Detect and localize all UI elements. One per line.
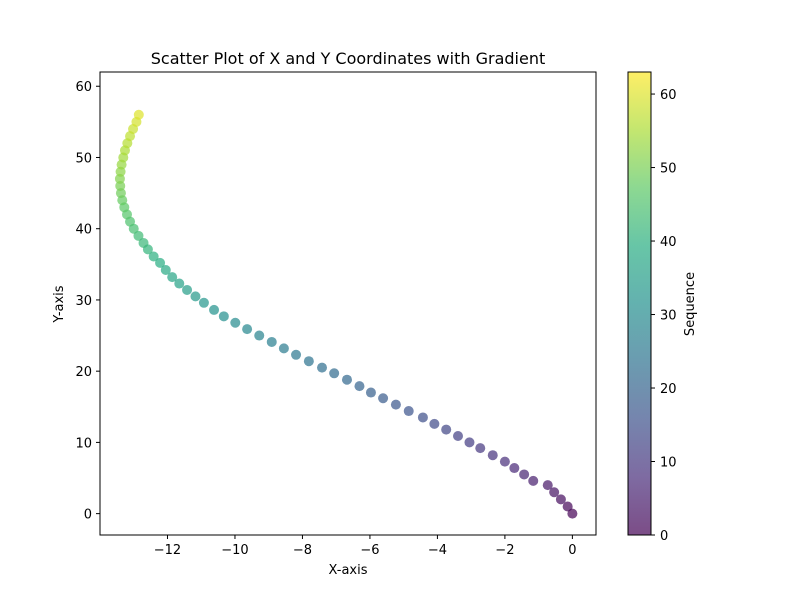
scatter-point [417, 412, 428, 423]
scatter-point [254, 330, 265, 341]
scatter-point [354, 381, 365, 392]
x-tick-label: −10 [221, 543, 248, 558]
scatter-point [403, 406, 414, 417]
scatter-point [329, 368, 340, 379]
plot-area [99, 71, 597, 536]
colorbar-frame [627, 71, 652, 536]
scatter-points [114, 109, 578, 519]
scatter-point [160, 265, 171, 276]
scatter-point [464, 437, 475, 448]
scatter-point [487, 450, 498, 461]
scatter-point [509, 463, 520, 474]
scatter-point [378, 393, 389, 404]
scatter-point [174, 278, 185, 289]
scatter-point [266, 336, 277, 347]
colorbar-tick-label: 20 [660, 382, 677, 397]
y-axis-label: Y-axis [52, 285, 67, 323]
colorbar-label: Sequence [683, 272, 698, 336]
y-tick-label: 60 [75, 80, 92, 95]
scatter-point [115, 180, 126, 191]
scatter-point [390, 399, 401, 410]
scatter-point [519, 469, 530, 480]
colorbar-tick-label: 0 [660, 529, 668, 544]
scatter-point [148, 251, 159, 262]
scatter-point [528, 475, 539, 486]
scatter-point [542, 480, 553, 491]
x-tick-label: −12 [154, 543, 181, 558]
scatter-point [562, 501, 573, 512]
colorbar-tick-label: 60 [660, 88, 677, 103]
scatter-point [138, 237, 149, 248]
x-tick-label: −6 [360, 543, 379, 558]
colorbar-tick-label: 50 [660, 162, 677, 177]
scatter-point [155, 257, 166, 268]
scatter-point [182, 284, 193, 295]
scatter-point [441, 424, 452, 435]
scatter-point [278, 343, 289, 354]
colorbar-tick-label: 30 [660, 309, 677, 324]
scatter-point [167, 272, 178, 283]
chart-title: Scatter Plot of X and Y Coordinates with… [151, 49, 545, 68]
colorbar-ticks: 0 10 20 30 40 50 60 [651, 88, 677, 544]
scatter-point [133, 109, 144, 120]
colorbar-gradient [628, 72, 651, 535]
scatter-point [555, 494, 566, 505]
y-tick-label: 50 [75, 151, 92, 166]
colorbar: 0 10 20 30 40 50 60 Sequence [627, 71, 698, 544]
x-axis-label: X-axis [329, 563, 368, 578]
y-tick-label: 0 [84, 508, 92, 523]
scatter-point [230, 317, 241, 328]
scatter-point [499, 456, 510, 467]
scatter-point [133, 230, 144, 241]
plot-frame [99, 71, 597, 536]
x-tick-label: 0 [568, 543, 576, 558]
scatter-point [475, 443, 486, 454]
x-tick-label: −8 [293, 543, 312, 558]
scatter-point [429, 418, 440, 429]
colorbar-tick-label: 40 [660, 235, 677, 250]
scatter-point [242, 324, 253, 335]
scatter-point [317, 362, 328, 373]
x-axis-ticks: −12 −10 −8 −6 −4 −2 0 [154, 535, 577, 558]
scatter-point [190, 291, 201, 302]
x-tick-label: −2 [495, 543, 514, 558]
scatter-point [218, 311, 229, 322]
scatter-point [567, 508, 578, 519]
y-tick-label: 20 [75, 365, 92, 380]
y-axis-ticks: 0 10 20 30 40 50 60 [75, 80, 100, 523]
scatter-point [198, 297, 209, 308]
scatter-point [365, 387, 376, 398]
y-tick-label: 10 [75, 436, 92, 451]
x-tick-label: −4 [428, 543, 447, 558]
scatter-point [209, 304, 220, 315]
scatter-point [303, 356, 314, 367]
scatter-point [291, 349, 302, 360]
y-tick-label: 40 [75, 223, 92, 238]
scatter-point [452, 430, 463, 441]
scatter-point [341, 374, 352, 385]
scatter-point [549, 487, 560, 498]
y-tick-label: 30 [75, 294, 92, 309]
colorbar-tick-label: 10 [660, 456, 677, 471]
